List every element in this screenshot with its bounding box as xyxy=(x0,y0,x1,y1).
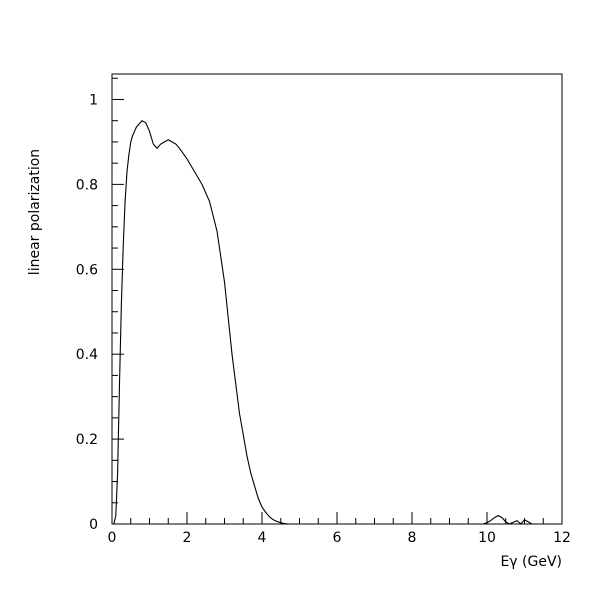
series-line xyxy=(113,120,533,525)
axis-ticks xyxy=(111,77,563,525)
y-tick-label: 0.6 xyxy=(76,262,98,278)
y-axis-label: linear polarization xyxy=(27,149,43,275)
y-tick-label: 0.8 xyxy=(76,177,98,193)
y-tick-label: 0.2 xyxy=(76,432,98,448)
y-tick-label: 1 xyxy=(89,92,98,108)
tick-labels: 0 2 4 6 8 10 12 0 0.2 0.4 0.6 0.8 1 xyxy=(76,92,571,546)
x-tick-label: 2 xyxy=(183,530,192,546)
x-tick-label: 4 xyxy=(258,530,267,546)
x-tick-label: 12 xyxy=(553,530,571,546)
x-tick-label: 6 xyxy=(333,530,342,546)
x-tick-label: 0 xyxy=(108,530,117,546)
plot-frame xyxy=(111,73,563,525)
y-tick-label: 0 xyxy=(89,517,98,533)
x-tick-label: 10 xyxy=(478,530,496,546)
y-tick-label: 0.4 xyxy=(76,347,98,363)
x-axis-label: Eγ (GeV) xyxy=(500,554,562,570)
x-tick-label: 8 xyxy=(408,530,417,546)
